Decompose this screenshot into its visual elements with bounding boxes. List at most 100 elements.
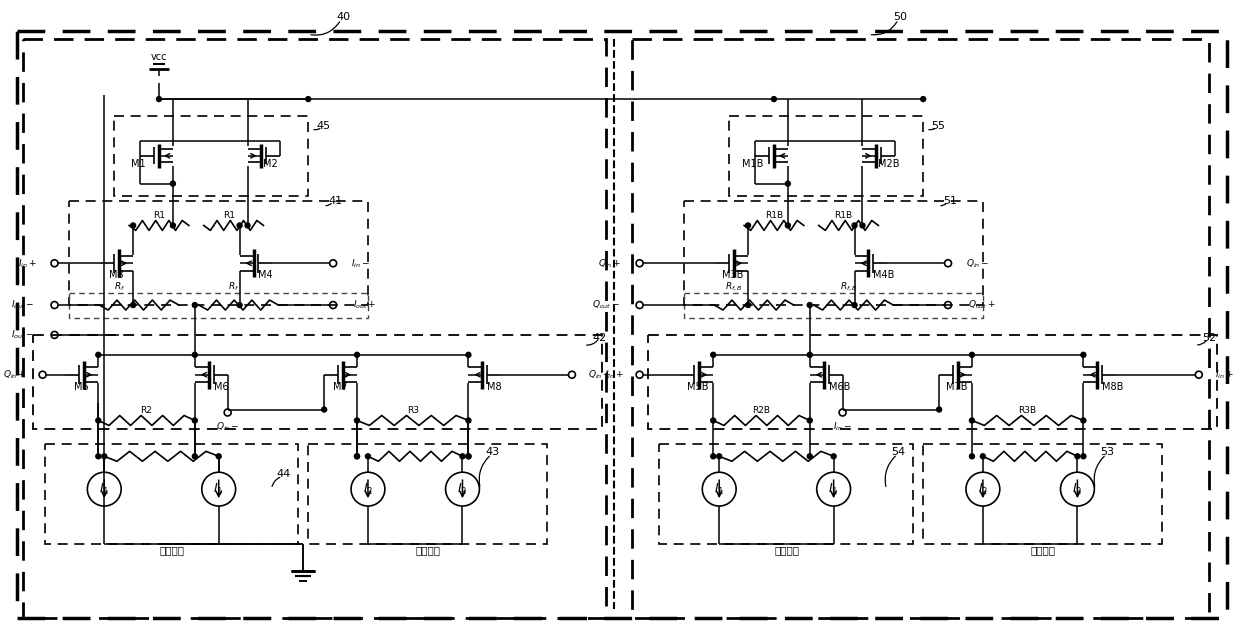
Text: M6B: M6B bbox=[828, 382, 851, 392]
Circle shape bbox=[170, 181, 175, 186]
Circle shape bbox=[95, 418, 100, 423]
Circle shape bbox=[711, 418, 715, 423]
Circle shape bbox=[717, 454, 722, 459]
Circle shape bbox=[771, 97, 776, 102]
Text: R2B: R2B bbox=[753, 406, 770, 415]
Text: R1B: R1B bbox=[835, 211, 853, 220]
Text: $I_1$: $I_1$ bbox=[99, 482, 109, 497]
Circle shape bbox=[237, 303, 242, 308]
Text: R1: R1 bbox=[223, 211, 234, 220]
Text: 50: 50 bbox=[893, 13, 908, 23]
Text: M2: M2 bbox=[263, 159, 278, 169]
Circle shape bbox=[355, 454, 360, 459]
Text: R2: R2 bbox=[140, 406, 153, 415]
Text: 40: 40 bbox=[336, 13, 350, 23]
Text: 51: 51 bbox=[944, 195, 957, 205]
Bar bbox=[924, 444, 1162, 544]
Bar bbox=[309, 444, 547, 544]
Text: M5B: M5B bbox=[687, 382, 709, 392]
Bar bbox=[69, 293, 368, 318]
Text: R3: R3 bbox=[407, 406, 419, 415]
Circle shape bbox=[831, 454, 836, 459]
Text: 固定电流: 固定电流 bbox=[774, 545, 800, 555]
Circle shape bbox=[130, 223, 135, 228]
Bar bbox=[684, 293, 983, 318]
Circle shape bbox=[130, 303, 135, 308]
Circle shape bbox=[807, 352, 812, 357]
Text: 43: 43 bbox=[485, 447, 500, 458]
Circle shape bbox=[981, 454, 986, 459]
Text: R3B: R3B bbox=[1018, 406, 1037, 415]
Circle shape bbox=[745, 303, 750, 308]
Circle shape bbox=[355, 454, 360, 459]
Text: M3: M3 bbox=[109, 270, 124, 280]
Text: $I_{in}-$: $I_{in}-$ bbox=[351, 257, 370, 269]
Text: $I_{out}+$: $I_{out}+$ bbox=[353, 299, 377, 312]
Circle shape bbox=[460, 454, 465, 459]
Bar bbox=[114, 116, 309, 195]
Text: M3B: M3B bbox=[722, 270, 744, 280]
Circle shape bbox=[237, 223, 242, 228]
Text: $I_2$: $I_2$ bbox=[363, 482, 373, 497]
Circle shape bbox=[355, 352, 360, 357]
Circle shape bbox=[216, 454, 221, 459]
Text: $R_f$: $R_f$ bbox=[228, 281, 239, 293]
Circle shape bbox=[95, 454, 100, 459]
Circle shape bbox=[807, 303, 812, 308]
Text: M4: M4 bbox=[258, 270, 273, 280]
Text: 53: 53 bbox=[1100, 447, 1115, 458]
Circle shape bbox=[192, 418, 197, 423]
Text: 55: 55 bbox=[931, 121, 945, 131]
Text: M6: M6 bbox=[213, 382, 228, 392]
Circle shape bbox=[192, 454, 197, 459]
Bar bbox=[22, 39, 606, 619]
Circle shape bbox=[1081, 352, 1086, 357]
Text: vcc: vcc bbox=[151, 52, 167, 63]
Bar bbox=[660, 444, 913, 544]
Text: $I_2$: $I_2$ bbox=[1073, 482, 1083, 497]
Text: $I_{out}-$: $I_{out}-$ bbox=[11, 299, 35, 312]
Bar bbox=[729, 116, 924, 195]
Text: M4B: M4B bbox=[873, 270, 895, 280]
Circle shape bbox=[970, 352, 975, 357]
Bar bbox=[45, 444, 299, 544]
Text: 固定电流: 固定电流 bbox=[160, 545, 185, 555]
Circle shape bbox=[1081, 418, 1086, 423]
Circle shape bbox=[466, 454, 471, 459]
Circle shape bbox=[711, 454, 715, 459]
Circle shape bbox=[306, 97, 311, 102]
Circle shape bbox=[970, 418, 975, 423]
Text: $Q_{in}+$: $Q_{in}+$ bbox=[588, 368, 611, 381]
Circle shape bbox=[785, 223, 790, 228]
Circle shape bbox=[936, 407, 941, 412]
Text: 41: 41 bbox=[329, 195, 342, 205]
Circle shape bbox=[745, 223, 750, 228]
Text: 52: 52 bbox=[1202, 333, 1216, 343]
Circle shape bbox=[807, 418, 812, 423]
Text: $I_1$: $I_1$ bbox=[828, 482, 838, 497]
Circle shape bbox=[852, 223, 857, 228]
Text: 45: 45 bbox=[316, 121, 330, 131]
Text: R1B: R1B bbox=[765, 211, 782, 220]
Text: $Q_{in}-$: $Q_{in}-$ bbox=[966, 257, 990, 269]
Circle shape bbox=[192, 352, 197, 357]
Circle shape bbox=[321, 407, 326, 412]
Circle shape bbox=[711, 352, 715, 357]
Text: R1: R1 bbox=[153, 211, 165, 220]
Circle shape bbox=[920, 97, 926, 102]
Text: $R_{f,B}$: $R_{f,B}$ bbox=[725, 281, 743, 293]
Text: M2B: M2B bbox=[878, 159, 900, 169]
Bar bbox=[32, 335, 601, 429]
Bar bbox=[684, 200, 983, 305]
Circle shape bbox=[156, 97, 161, 102]
Text: $Q_{in}+$: $Q_{in}+$ bbox=[598, 257, 621, 269]
Text: $Q_{in}-$: $Q_{in}-$ bbox=[216, 420, 239, 433]
Circle shape bbox=[1075, 454, 1080, 459]
Text: 可变电流: 可变电流 bbox=[1030, 545, 1055, 555]
Text: M7: M7 bbox=[334, 382, 348, 392]
Circle shape bbox=[246, 223, 250, 228]
Text: M8B: M8B bbox=[1102, 382, 1123, 392]
Circle shape bbox=[355, 418, 360, 423]
Text: M1B: M1B bbox=[742, 159, 764, 169]
Circle shape bbox=[861, 223, 866, 228]
